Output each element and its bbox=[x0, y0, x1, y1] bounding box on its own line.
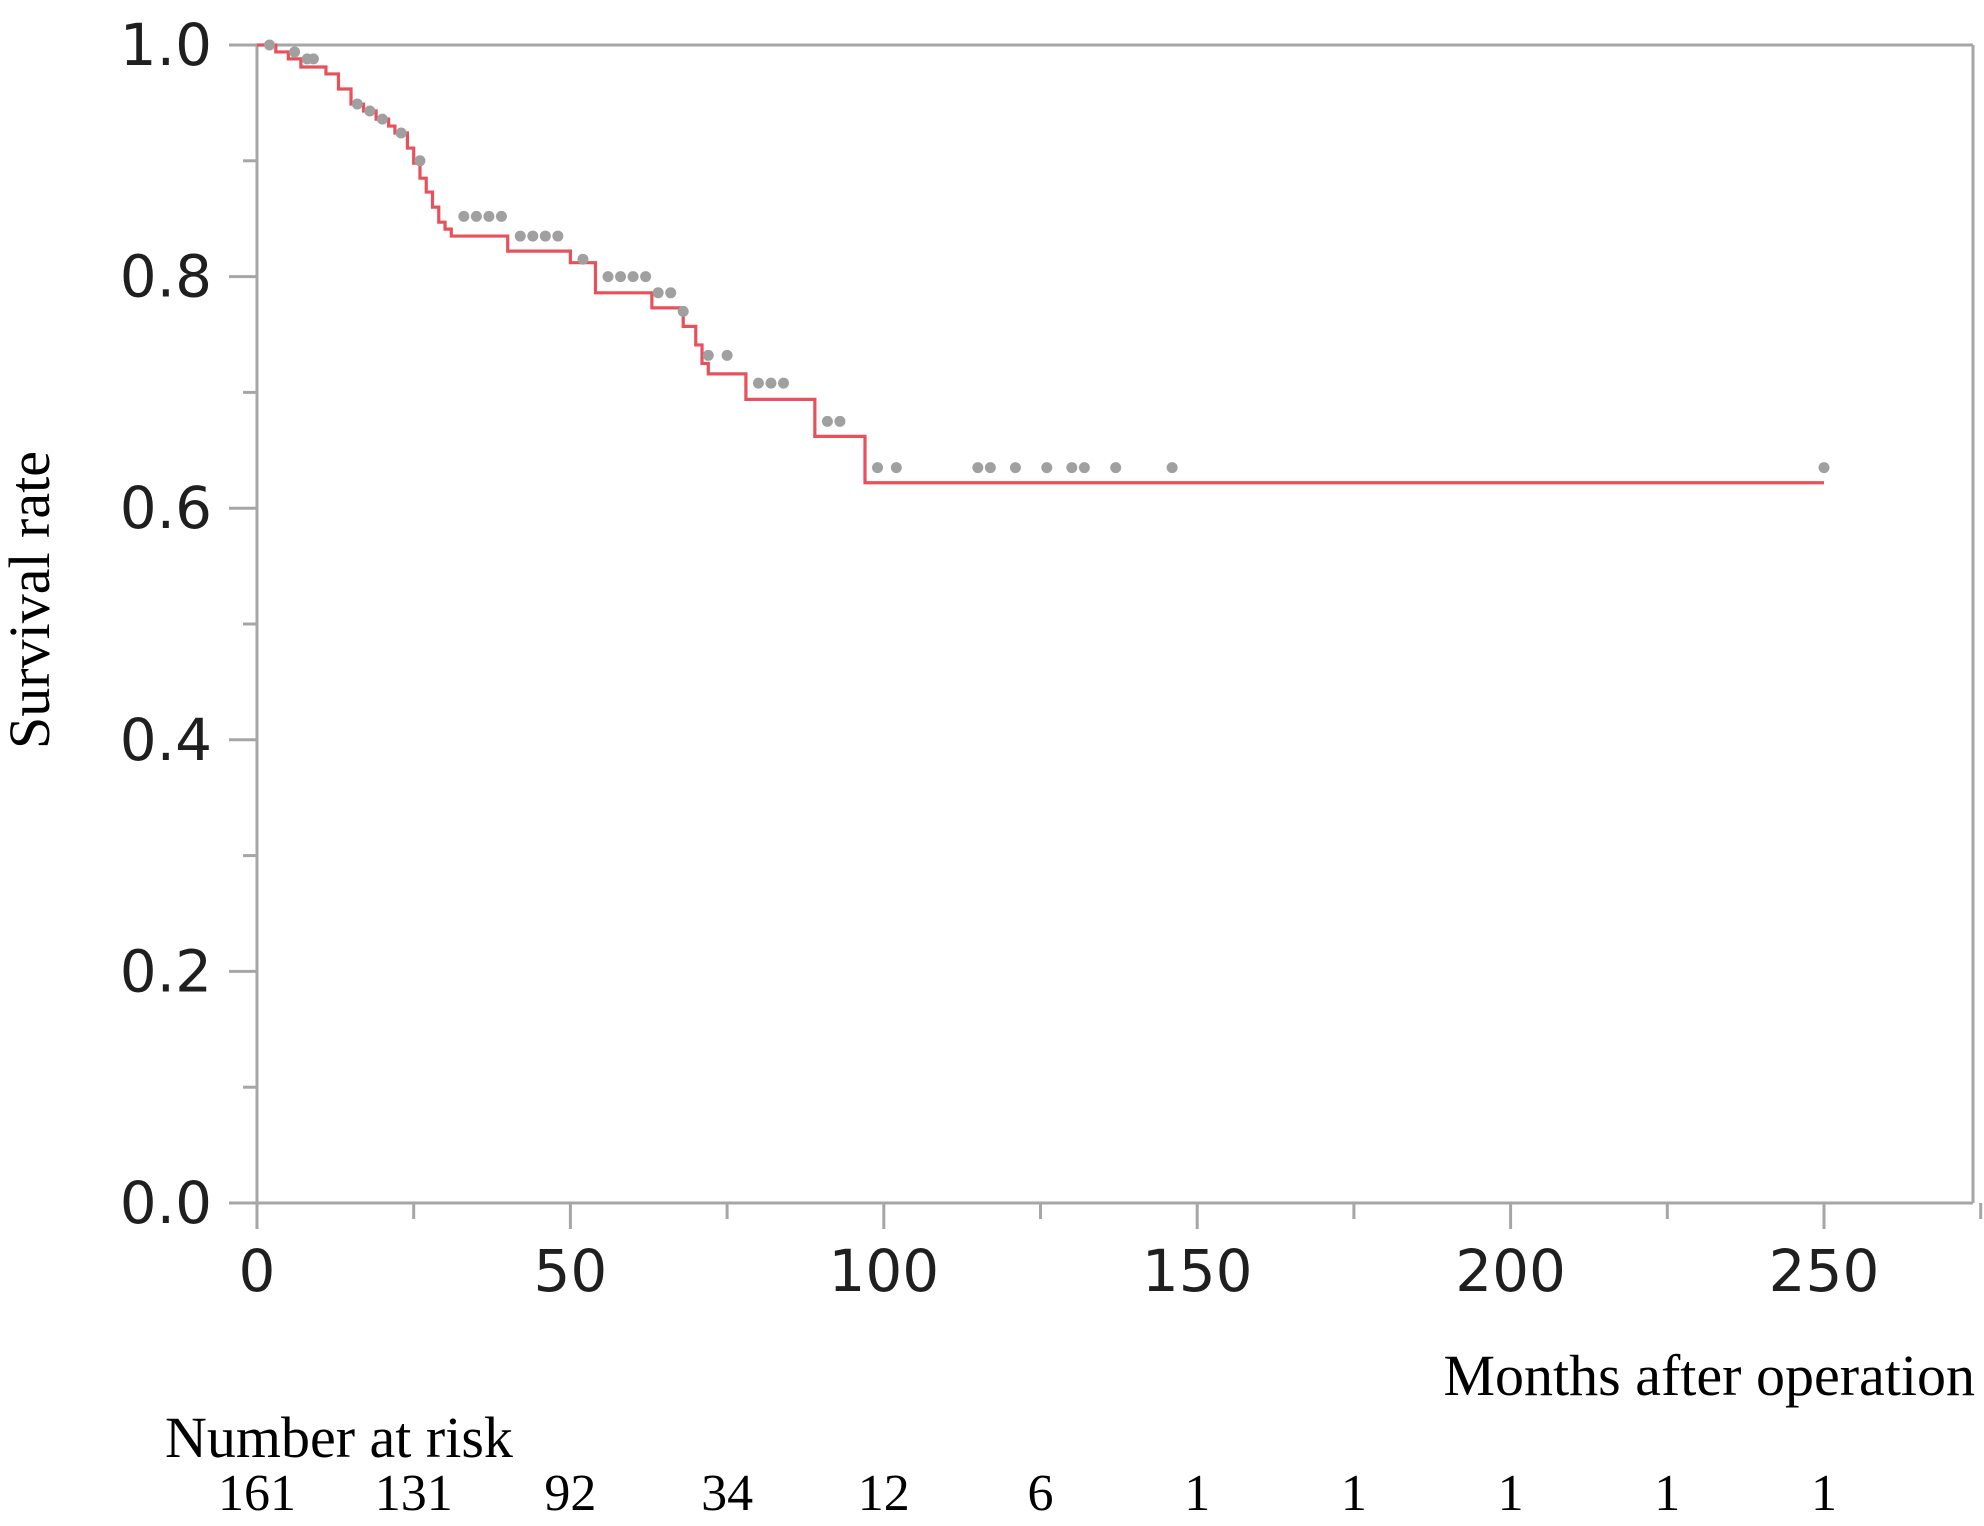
censor-mark bbox=[307, 53, 319, 65]
censor-mark bbox=[1066, 462, 1078, 474]
number-at-risk-label: Number at risk bbox=[165, 1405, 513, 1470]
y-tick-label: 0.4 bbox=[120, 706, 212, 774]
censor-mark bbox=[539, 230, 551, 242]
number-at-risk-value: 34 bbox=[701, 1465, 753, 1522]
censor-mark bbox=[721, 349, 733, 361]
y-tick-label: 0.2 bbox=[120, 937, 212, 1005]
censor-mark bbox=[1078, 462, 1090, 474]
censor-mark bbox=[376, 113, 388, 125]
censor-mark bbox=[640, 271, 652, 283]
censor-mark bbox=[458, 210, 470, 222]
censor-mark bbox=[765, 377, 777, 389]
censor-mark bbox=[890, 462, 902, 474]
number-at-risk-value: 92 bbox=[544, 1465, 596, 1522]
censor-mark bbox=[414, 155, 426, 167]
number-at-risk-value: 1 bbox=[1498, 1465, 1524, 1522]
number-at-risk-value: 161 bbox=[218, 1465, 296, 1522]
censor-mark bbox=[1110, 462, 1122, 474]
censor-mark bbox=[514, 230, 526, 242]
x-tick-label: 50 bbox=[533, 1237, 607, 1305]
x-tick-label: 250 bbox=[1769, 1237, 1880, 1305]
plot-frame bbox=[255, 43, 1975, 1205]
censor-mark bbox=[972, 462, 984, 474]
censor-mark bbox=[495, 210, 507, 222]
survival-curve-line bbox=[257, 43, 1824, 485]
censor-mark bbox=[677, 305, 689, 317]
censor-mark bbox=[665, 287, 677, 299]
x-tick-label: 200 bbox=[1455, 1237, 1566, 1305]
censor-marks-group bbox=[264, 39, 1830, 474]
censor-mark bbox=[702, 349, 714, 361]
censor-mark bbox=[289, 46, 301, 58]
y-tick-label: 0.6 bbox=[120, 474, 212, 542]
number-at-risk-value: 1 bbox=[1341, 1465, 1367, 1522]
y-tick-label: 0.0 bbox=[120, 1169, 212, 1237]
number-at-risk-value: 12 bbox=[858, 1465, 910, 1522]
x-tick-label: 150 bbox=[1142, 1237, 1253, 1305]
censor-mark bbox=[1009, 462, 1021, 474]
number-at-risk-value: 1 bbox=[1184, 1465, 1210, 1522]
y-axis-title: Survival rate bbox=[0, 451, 62, 749]
censor-mark bbox=[821, 415, 833, 427]
censor-mark bbox=[652, 287, 664, 299]
censor-mark bbox=[627, 271, 639, 283]
survival-curve-group bbox=[257, 43, 1824, 485]
censor-mark bbox=[351, 98, 363, 110]
censor-mark bbox=[1041, 462, 1053, 474]
number-at-risk-value: 1 bbox=[1654, 1465, 1680, 1522]
censor-mark bbox=[615, 271, 627, 283]
censor-mark bbox=[527, 230, 539, 242]
number-at-risk-value: 131 bbox=[375, 1465, 453, 1522]
censor-mark bbox=[483, 210, 495, 222]
censor-mark bbox=[364, 105, 376, 117]
censor-mark bbox=[834, 415, 846, 427]
censor-mark bbox=[602, 271, 614, 283]
number-at-risk-value: 1 bbox=[1811, 1465, 1837, 1522]
x-tick-label: 100 bbox=[828, 1237, 939, 1305]
number-at-risk-value: 6 bbox=[1028, 1465, 1054, 1522]
censor-mark bbox=[778, 377, 790, 389]
censor-mark bbox=[264, 39, 276, 51]
x-axis-ticks: 0 50 100 150 200 250 bbox=[239, 1203, 1983, 1305]
y-axis-ticks: 0.0 0.2 0.4 0.6 0.8 1.0 bbox=[120, 11, 257, 1237]
x-tick-label: 0 bbox=[239, 1237, 276, 1305]
censor-mark bbox=[984, 462, 996, 474]
censor-mark bbox=[872, 462, 884, 474]
censor-mark bbox=[1818, 462, 1830, 474]
censor-mark bbox=[395, 127, 407, 139]
x-axis-title: Months after operation bbox=[1443, 1343, 1975, 1408]
censor-mark bbox=[552, 230, 564, 242]
y-tick-label: 0.8 bbox=[120, 243, 212, 311]
y-tick-label: 1.0 bbox=[120, 11, 212, 79]
censor-mark bbox=[470, 210, 482, 222]
number-at-risk-row: 161 131 92 34 12 6 1 1 1 1 1 bbox=[218, 1465, 1837, 1522]
censor-mark bbox=[752, 377, 764, 389]
censor-mark bbox=[1166, 462, 1178, 474]
censor-mark bbox=[577, 253, 589, 265]
